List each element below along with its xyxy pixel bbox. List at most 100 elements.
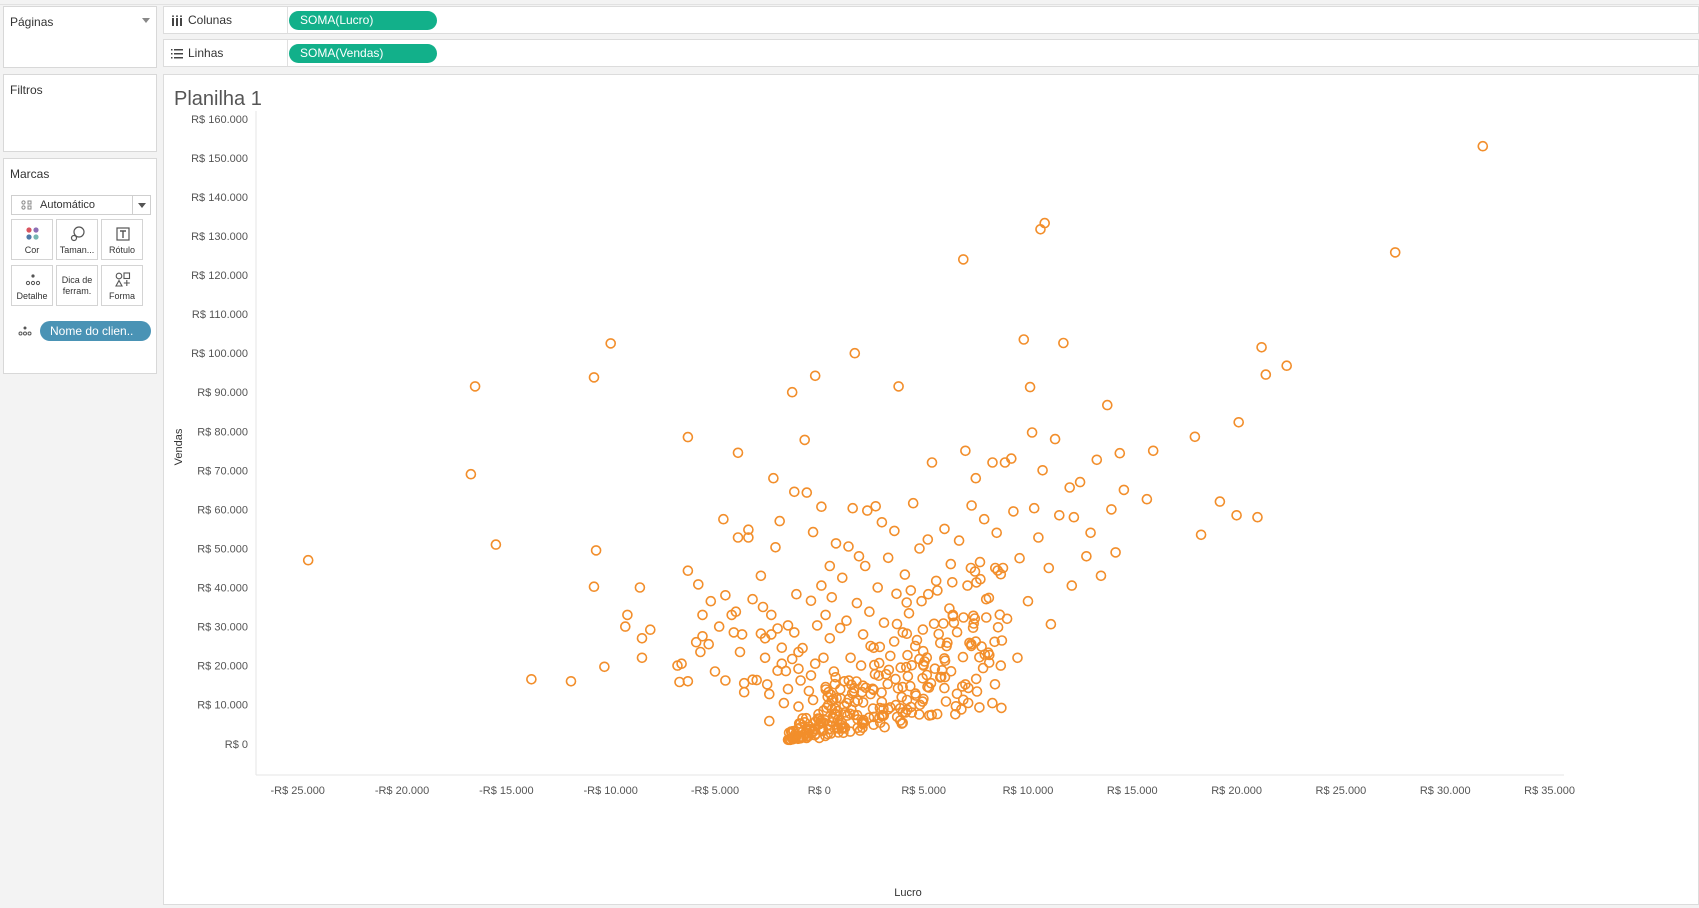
scatter-point[interactable] bbox=[845, 652, 856, 664]
scatter-point[interactable] bbox=[982, 647, 994, 659]
scatter-point[interactable] bbox=[938, 618, 949, 629]
scatter-point[interactable] bbox=[793, 663, 804, 675]
scatter-point[interactable] bbox=[682, 565, 694, 577]
scatter-point[interactable] bbox=[901, 694, 913, 706]
scatter-point[interactable] bbox=[759, 652, 771, 664]
scatter-point[interactable] bbox=[1068, 511, 1080, 523]
scatter-point[interactable] bbox=[736, 629, 748, 640]
scatter-point[interactable] bbox=[878, 703, 889, 715]
scatter-point[interactable] bbox=[795, 718, 806, 729]
scatter-point[interactable] bbox=[1081, 550, 1092, 562]
scatter-point[interactable] bbox=[834, 622, 846, 634]
scatter-point[interactable] bbox=[797, 642, 808, 654]
tooltip-button[interactable]: Dica de ferram. bbox=[56, 265, 98, 306]
scatter-point[interactable] bbox=[619, 621, 631, 632]
scatter-point[interactable] bbox=[605, 338, 617, 349]
scatter-point[interactable] bbox=[644, 624, 656, 636]
scatter-point[interactable] bbox=[890, 699, 902, 711]
scatter-point[interactable] bbox=[909, 640, 921, 652]
scatter-point[interactable] bbox=[911, 634, 923, 646]
chevron-down-icon[interactable] bbox=[142, 18, 150, 23]
scatter-point[interactable] bbox=[761, 679, 773, 690]
scatter-point[interactable] bbox=[841, 615, 852, 627]
chevron-down-icon[interactable] bbox=[132, 196, 150, 214]
scatter-point[interactable] bbox=[786, 386, 798, 398]
scatter-point[interactable] bbox=[622, 609, 633, 621]
scatter-point[interactable] bbox=[851, 709, 863, 721]
scatter-point[interactable] bbox=[923, 710, 935, 721]
scatter-point[interactable] bbox=[868, 711, 880, 723]
scatter-point[interactable] bbox=[1085, 527, 1096, 539]
scatter-point[interactable] bbox=[951, 688, 963, 700]
scatter-point[interactable] bbox=[1189, 431, 1201, 443]
scatter-point[interactable] bbox=[868, 684, 879, 696]
scatter-point[interactable] bbox=[926, 457, 938, 468]
scatter-point[interactable] bbox=[809, 658, 821, 670]
scatter-point[interactable] bbox=[899, 569, 911, 580]
scatter-point[interactable] bbox=[861, 505, 873, 516]
scatter-point[interactable] bbox=[934, 637, 946, 649]
size-button[interactable]: Taman... bbox=[56, 219, 98, 260]
scatter-point[interactable] bbox=[1014, 552, 1025, 564]
scatter-point[interactable] bbox=[1008, 506, 1019, 517]
scatter-point[interactable] bbox=[1091, 454, 1103, 466]
scatter-point[interactable] bbox=[931, 708, 943, 720]
scatter-point[interactable] bbox=[941, 640, 952, 652]
scatter-point[interactable] bbox=[970, 472, 982, 484]
scatter-point[interactable] bbox=[948, 617, 960, 629]
scatter-point[interactable] bbox=[890, 673, 901, 685]
scatter-point[interactable] bbox=[980, 612, 992, 623]
scatter-point[interactable] bbox=[768, 472, 779, 484]
scatter-point[interactable] bbox=[784, 734, 796, 746]
scatter-point[interactable] bbox=[843, 675, 855, 686]
scatter-point[interactable] bbox=[1012, 652, 1023, 664]
scatter-point[interactable] bbox=[997, 562, 1009, 574]
scatter-point[interactable] bbox=[987, 697, 998, 709]
scatter-point[interactable] bbox=[854, 725, 866, 736]
scatter-point[interactable] bbox=[837, 723, 849, 734]
scatter-point[interactable] bbox=[848, 682, 860, 694]
scatter-point[interactable] bbox=[1064, 482, 1076, 493]
scatter-point[interactable] bbox=[774, 515, 786, 527]
scatter-point[interactable] bbox=[917, 624, 929, 635]
scatter-point[interactable] bbox=[1252, 511, 1263, 523]
scatter-point[interactable] bbox=[697, 609, 708, 621]
scatter-point[interactable] bbox=[995, 568, 1007, 580]
scatter-point[interactable] bbox=[974, 556, 986, 568]
scatter-point[interactable] bbox=[894, 715, 906, 726]
scatter-point[interactable] bbox=[1101, 399, 1113, 411]
scatter-point[interactable] bbox=[907, 497, 919, 509]
scatter-point[interactable] bbox=[974, 702, 985, 713]
scatter-point[interactable] bbox=[826, 591, 838, 603]
scatter-point[interactable] bbox=[874, 712, 885, 724]
scatter-point[interactable] bbox=[692, 579, 704, 590]
scatter-point[interactable] bbox=[934, 672, 946, 683]
scatter-point[interactable] bbox=[939, 653, 950, 664]
scatter-point[interactable] bbox=[747, 593, 758, 605]
scatter-point[interactable] bbox=[720, 675, 731, 686]
scatter-point[interactable] bbox=[636, 632, 648, 644]
scatter-point[interactable] bbox=[1256, 341, 1267, 353]
scatter-point[interactable] bbox=[1026, 427, 1038, 438]
scatter-point[interactable] bbox=[803, 723, 815, 735]
scatter-point[interactable] bbox=[676, 658, 687, 670]
scatter-point[interactable] bbox=[763, 715, 775, 727]
scatter-point[interactable] bbox=[836, 572, 848, 584]
scatter-point[interactable] bbox=[816, 580, 827, 591]
scatter-point[interactable] bbox=[849, 347, 861, 359]
scatter-point[interactable] bbox=[782, 683, 794, 695]
scatter-point[interactable] bbox=[1106, 504, 1117, 515]
color-button[interactable]: Cor bbox=[11, 219, 53, 260]
scatter-point[interactable] bbox=[970, 673, 982, 685]
scatter-point[interactable] bbox=[697, 630, 708, 642]
scatter-point[interactable] bbox=[957, 254, 969, 265]
scatter-point[interactable] bbox=[820, 609, 831, 621]
shape-button[interactable]: Forma bbox=[101, 265, 143, 306]
scatter-point[interactable] bbox=[896, 691, 908, 703]
scatter-point[interactable] bbox=[873, 670, 885, 682]
scatter-point[interactable] bbox=[703, 638, 715, 650]
scatter-point[interactable] bbox=[791, 588, 802, 600]
scatter-point[interactable] bbox=[813, 718, 825, 730]
scatter-point[interactable] bbox=[892, 682, 904, 694]
scatter-point[interactable] bbox=[987, 457, 998, 468]
